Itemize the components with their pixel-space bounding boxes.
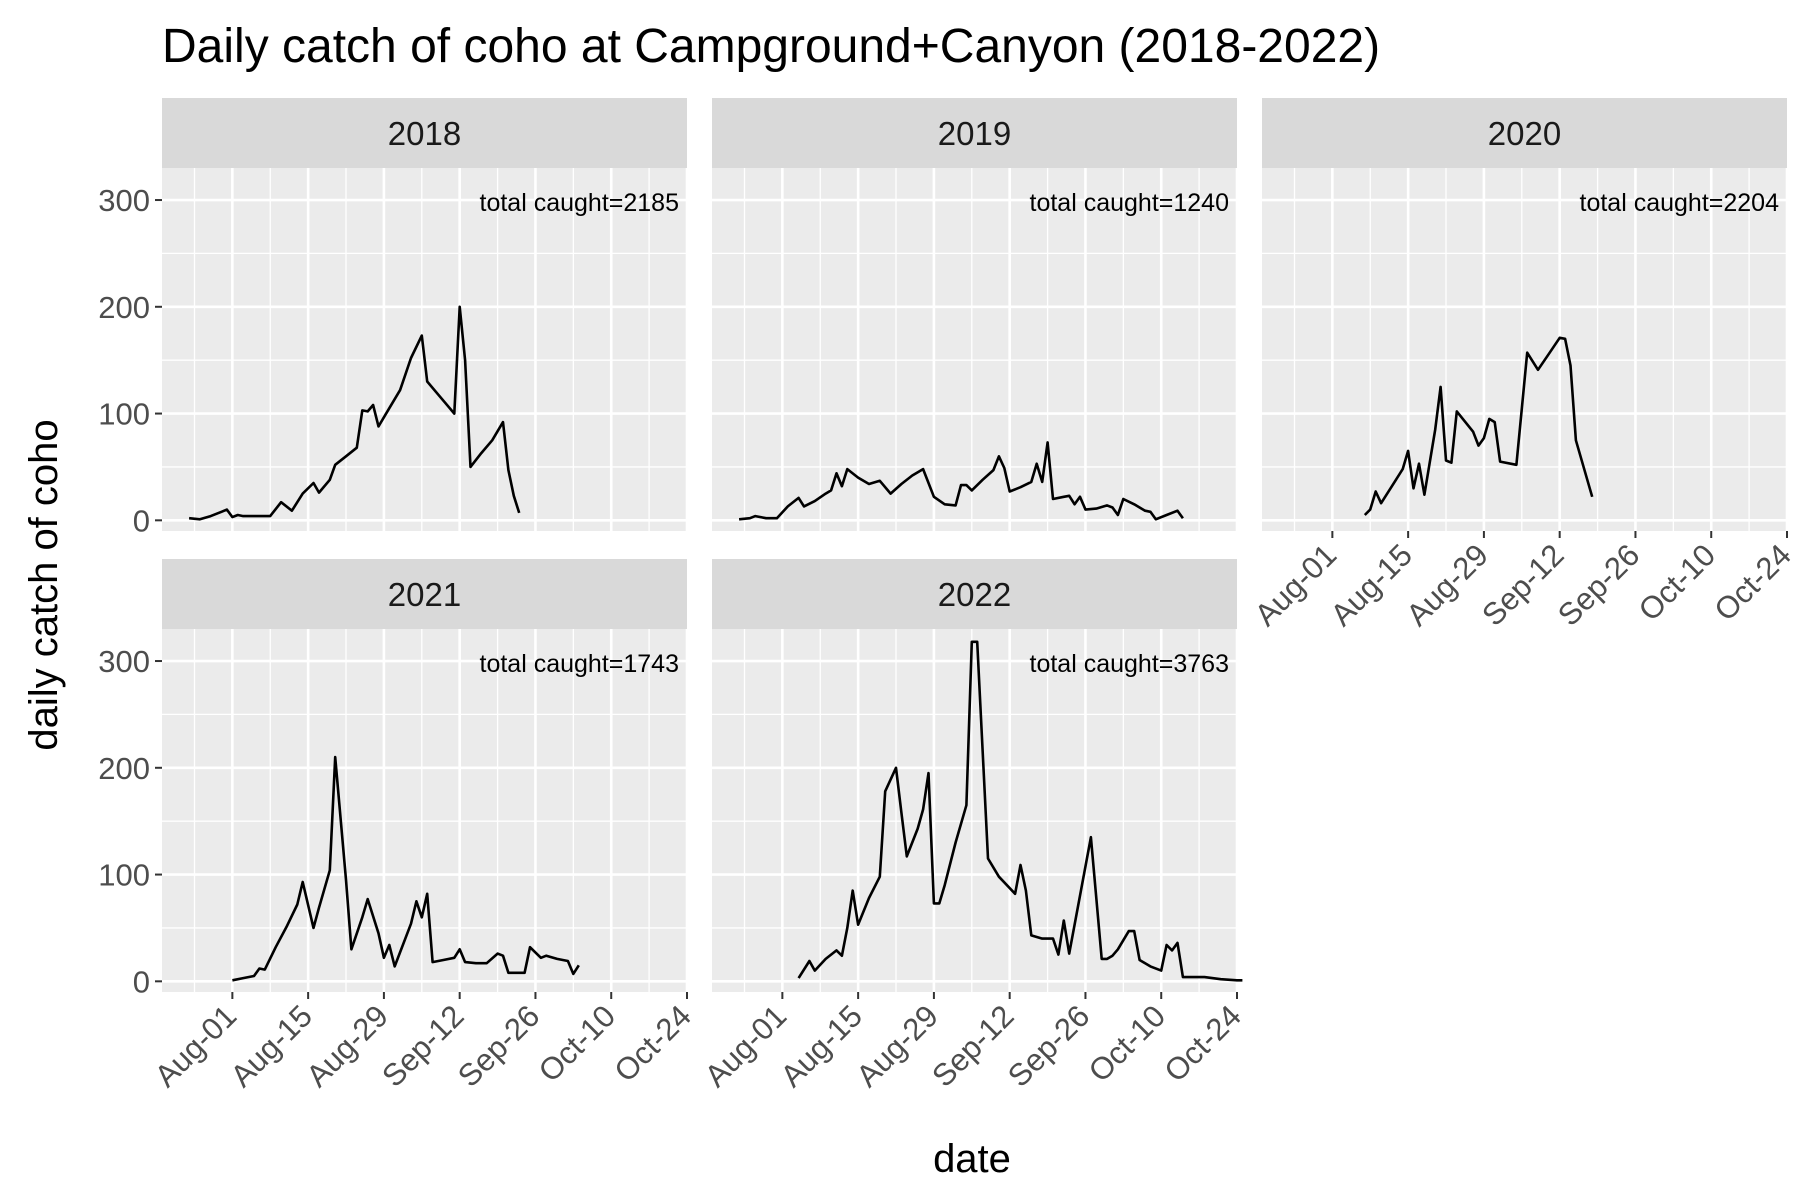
x-tick-label: Aug-15 (1324, 537, 1419, 632)
y-tick-label: 100 (98, 397, 150, 432)
y-axis-title: daily catch of coho (22, 419, 66, 750)
x-tick-label: Sep-12 (925, 998, 1020, 1093)
y-tick-label: 300 (98, 183, 150, 218)
y-tick-label: 300 (98, 644, 150, 679)
facet-panel-2020: 2020 Aug-01Aug-15Aug-29Sep-12Sep-26Oct-10… (1248, 98, 1798, 633)
facet-panel-2018: 2018 0 100 200 300 total caught=2185 (98, 98, 689, 538)
facet-strip-label: 2018 (388, 115, 461, 152)
chart-title: Daily catch of coho at Campground+Canyon… (162, 20, 1380, 73)
y-tick-label: 200 (98, 751, 150, 786)
x-tick-label: Oct-24 (607, 998, 698, 1089)
x-tick-label: Sep-12 (1475, 537, 1570, 632)
x-tick-label: Aug-01 (148, 998, 243, 1093)
total-caught-annotation: total caught=3763 (1030, 650, 1229, 678)
panel-background (712, 629, 1237, 992)
x-tick-label: Aug-15 (224, 998, 319, 1093)
x-tick-label: Aug-15 (774, 998, 869, 1093)
catch-series-line-2022 (797, 640, 1243, 982)
total-caught-annotation: total caught=2185 (480, 189, 679, 217)
x-tick-label: Sep-26 (451, 998, 546, 1093)
total-caught-annotation: total caught=1240 (1030, 189, 1229, 217)
x-tick-label: Oct-10 (532, 998, 623, 1089)
catch-series-line-2019 (738, 441, 1184, 521)
facet-panel-2022: 2022 Aug-01Aug-15Aug-29Sep-12Sep-26Oct-10… (698, 559, 1248, 1094)
x-tick-label: Sep-26 (1551, 537, 1646, 632)
facet-strip-label: 2020 (1488, 115, 1561, 152)
x-tick-label: Oct-24 (1157, 998, 1248, 1089)
x-tick-label: Aug-01 (698, 998, 793, 1093)
facet-strip (712, 98, 1237, 168)
x-tick-label: Sep-26 (1001, 998, 1096, 1093)
facet-strip-label: 2019 (938, 115, 1011, 152)
y-tick-label: 100 (98, 858, 150, 893)
y-tick-label: 200 (98, 290, 150, 325)
y-tick-label: 0 (133, 964, 150, 999)
panel-background (712, 168, 1237, 531)
catch-series-line-2020 (1363, 336, 1594, 516)
x-tick-label: Oct-24 (1707, 537, 1798, 628)
x-tick-label: Aug-01 (1248, 537, 1343, 632)
facet-strip-label: 2021 (388, 576, 461, 613)
x-tick-label: Oct-10 (1082, 998, 1173, 1089)
facet-panel-2021: 2021 0 100 200 300 Aug-01Aug-15Aug-29Sep-12Se… (98, 559, 698, 1094)
panel-background (162, 629, 687, 992)
x-tick-label: Aug-29 (299, 998, 394, 1093)
x-tick-label: Aug-29 (1399, 537, 1494, 632)
x-tick-label: Sep-12 (375, 998, 470, 1093)
catch-series-line-2018 (188, 305, 521, 521)
facet-strip (162, 559, 687, 629)
facet-strip-label: 2022 (938, 576, 1011, 613)
y-tick-label: 0 (133, 503, 150, 538)
facet-strip (712, 559, 1237, 629)
panel-background (1262, 168, 1787, 531)
total-caught-annotation: total caught=1743 (480, 650, 679, 678)
facet-strip (162, 98, 687, 168)
x-tick-label: Oct-10 (1632, 537, 1723, 628)
facet-strip (1262, 98, 1787, 168)
total-caught-annotation: total caught=2204 (1580, 189, 1780, 217)
facet-panel-2019: 2019 total caught=1240 (712, 98, 1239, 531)
x-axis-title: date (933, 1137, 1011, 1181)
catch-series-line-2021 (232, 755, 580, 982)
facet-panels: 2018 0 100 200 300 total caught=2185 2019 total… (98, 98, 1798, 1094)
x-tick-label: Aug-29 (849, 998, 944, 1093)
